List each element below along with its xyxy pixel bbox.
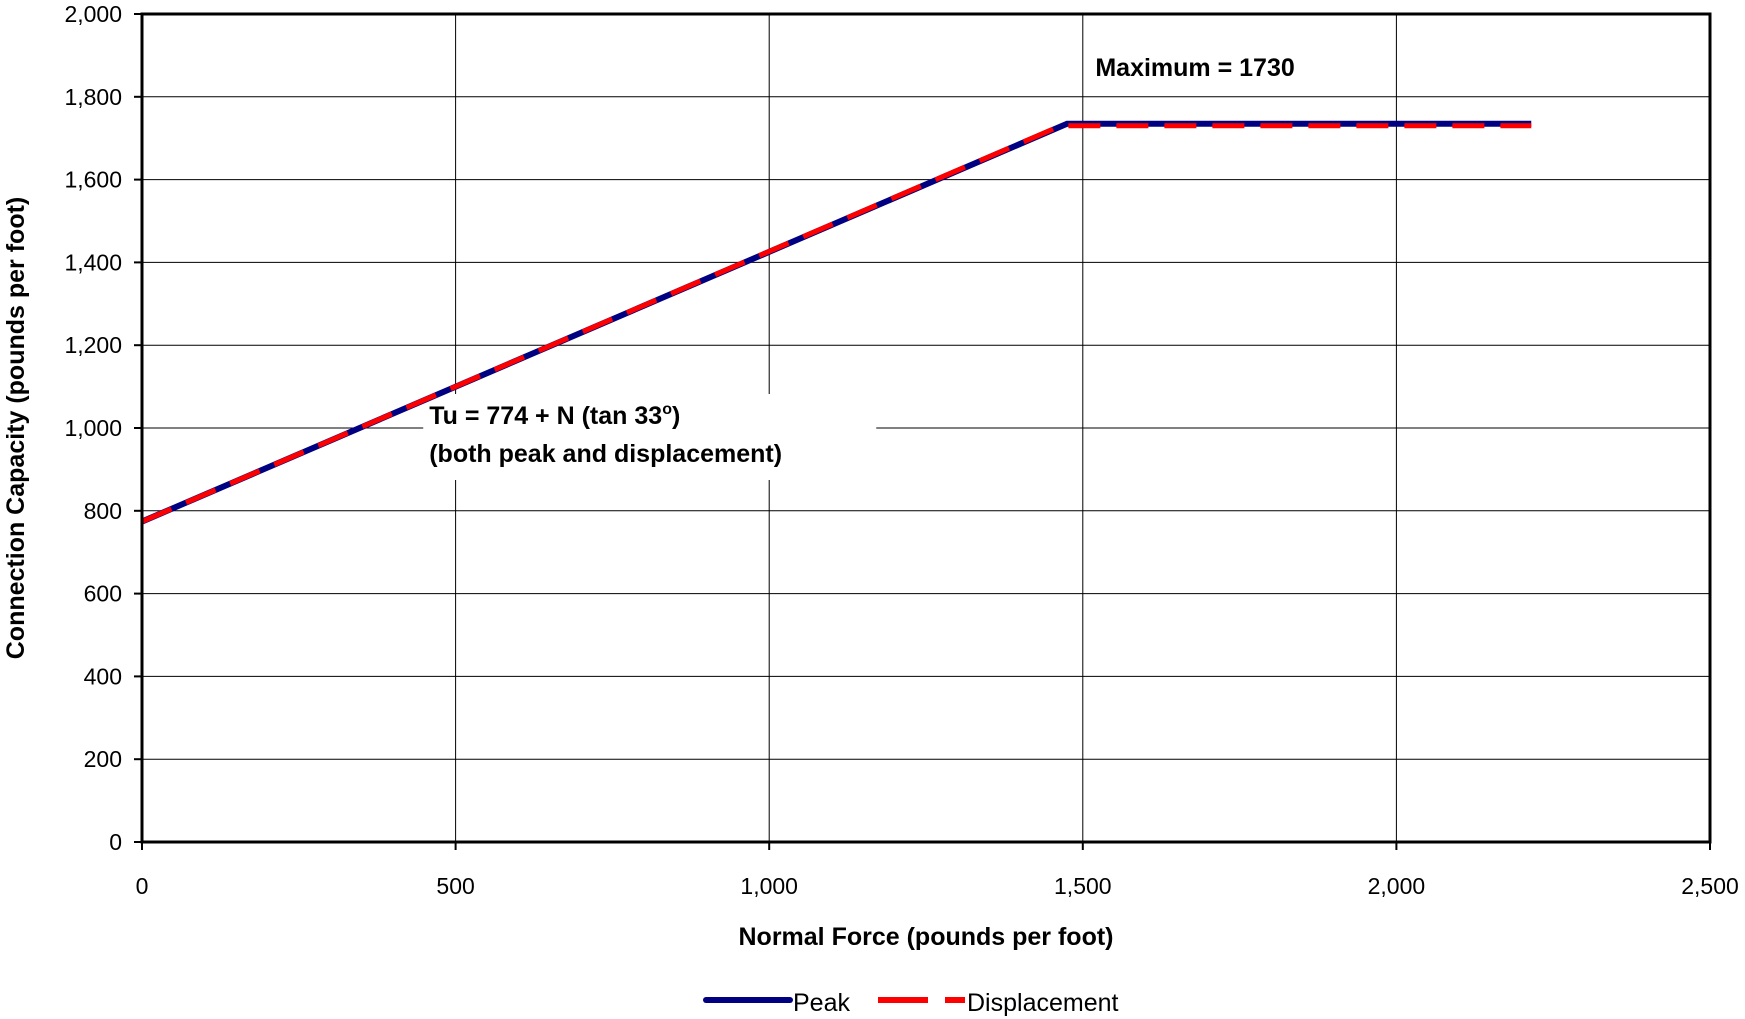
y-tick-label: 2,000	[64, 1, 122, 27]
annotation-formula-line2: (both peak and displacement)	[429, 440, 782, 468]
annotation-maximum-box	[1087, 40, 1388, 87]
annotation-maximum: Maximum = 1730	[1095, 54, 1294, 82]
y-tick-label: 1,800	[64, 84, 122, 110]
x-axis-ticks: 0 500 1,000 1,500 2,000 2,500	[136, 842, 1739, 899]
annotation-formula-line1: Tu = 774 + N (tan 33o)	[429, 401, 680, 430]
y-tick-label: 0	[109, 829, 122, 855]
x-tick-label: 2,500	[1681, 873, 1739, 899]
y-tick-label: 600	[84, 581, 122, 607]
y-tick-label: 1,400	[64, 249, 122, 275]
x-tick-label: 1,000	[740, 873, 798, 899]
y-tick-label: 1,600	[64, 167, 122, 193]
series-lines	[140, 120, 1532, 525]
y-tick-label: 400	[84, 663, 122, 689]
formula-text: Tu = 774 + N (tan 33	[429, 402, 662, 430]
formula-superscript: o	[662, 401, 672, 418]
y-tick-label: 200	[84, 746, 122, 772]
plot-frame	[140, 12, 1712, 844]
y-tick-label: 1,000	[64, 415, 122, 441]
y-tick-label: 1,200	[64, 332, 122, 358]
x-tick-label: 500	[436, 873, 474, 899]
y-axis-ticks: 0 200 400 600 800 1,000 1,200 1,400 1,600 1,800 2,…	[64, 1, 142, 855]
y-axis-title: Connection Capacity (pounds per foot)	[2, 197, 30, 660]
series-line-displacement	[141, 123, 1532, 524]
x-tick-label: 1,500	[1054, 873, 1112, 899]
legend: Peak Displacement	[703, 989, 1119, 1017]
x-axis-title: Normal Force (pounds per foot)	[739, 923, 1114, 951]
annotation-formula-box	[423, 394, 877, 480]
formula-close: )	[672, 402, 680, 430]
legend-displacement-label: Displacement	[967, 989, 1119, 1017]
annotation-backgrounds	[423, 40, 1388, 480]
grid	[141, 13, 1711, 843]
legend-peak-label: Peak	[793, 989, 850, 1017]
x-tick-label: 2,000	[1368, 873, 1426, 899]
x-tick-label: 0	[136, 873, 149, 899]
y-tick-label: 800	[84, 498, 122, 524]
